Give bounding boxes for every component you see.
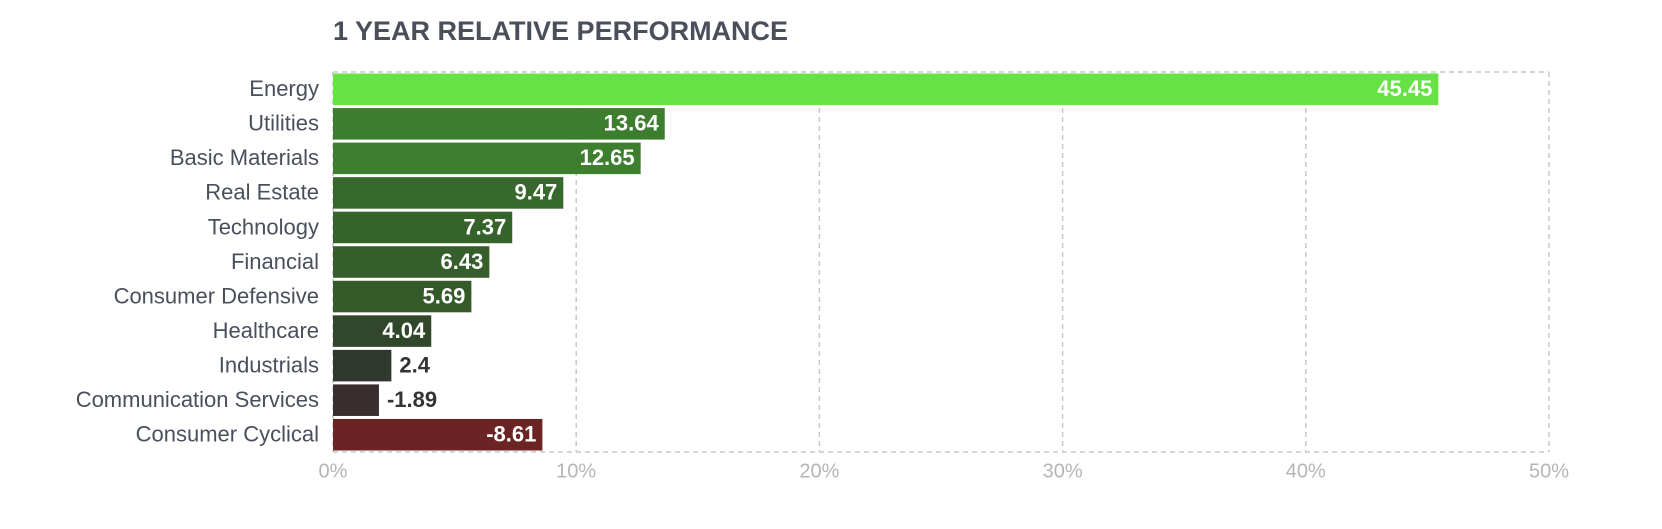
data-label: 45.45 — [1377, 76, 1432, 101]
bar — [333, 384, 379, 416]
bar — [333, 177, 564, 209]
chart-title: 1 YEAR RELATIVE PERFORMANCE — [333, 16, 788, 46]
bar — [333, 246, 490, 278]
data-label: 12.65 — [580, 145, 635, 170]
data-label: 7.37 — [463, 214, 506, 239]
x-tick-label: 0% — [319, 460, 348, 482]
bar — [333, 108, 665, 140]
data-label: 4.04 — [382, 318, 426, 343]
x-tick-label: 30% — [1043, 460, 1083, 482]
bar — [333, 73, 1439, 106]
bar — [333, 315, 432, 347]
y-tick-label: Utilities — [248, 111, 319, 136]
y-tick-label: Energy — [249, 76, 319, 101]
y-tick-label: Consumer Defensive — [114, 283, 319, 308]
data-label: -1.89 — [387, 387, 437, 412]
bar — [333, 349, 392, 382]
data-label: 6.43 — [441, 249, 484, 274]
y-tick-label: Financial — [231, 249, 319, 274]
y-tick-label: Communication Services — [76, 387, 319, 412]
data-label: 13.64 — [604, 111, 660, 136]
data-label: -8.61 — [486, 422, 536, 447]
bar — [333, 142, 641, 175]
x-tick-label: 10% — [556, 460, 596, 482]
y-tick-label: Real Estate — [205, 180, 319, 205]
bar — [333, 211, 513, 244]
data-label: 2.4 — [399, 352, 430, 377]
y-tick-label: Industrials — [219, 352, 319, 377]
bar — [333, 418, 543, 451]
y-tick-label: Consumer Cyclical — [136, 422, 319, 447]
y-tick-label: Technology — [208, 214, 319, 239]
data-label: 5.69 — [423, 283, 466, 308]
x-tick-label: 20% — [799, 460, 839, 482]
x-tick-label: 40% — [1286, 460, 1326, 482]
y-tick-label: Basic Materials — [170, 145, 319, 170]
data-label: 9.47 — [514, 180, 557, 205]
bar — [333, 280, 472, 313]
y-tick-label: Healthcare — [213, 318, 319, 343]
x-tick-label: 50% — [1529, 460, 1569, 482]
